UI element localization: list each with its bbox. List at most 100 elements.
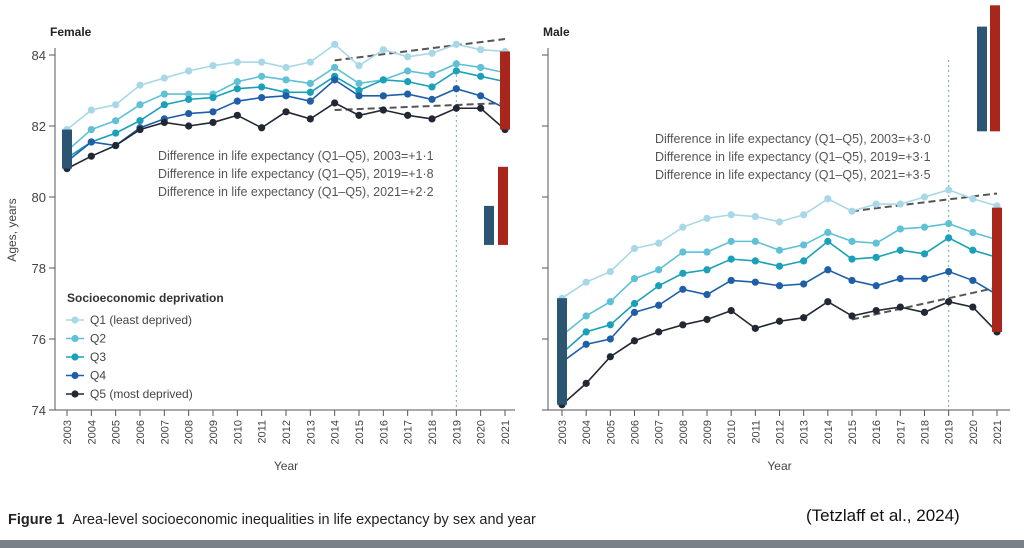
data-point-q4 [209,108,217,116]
data-point-q4 [282,92,290,100]
data-point-q5 [379,106,387,114]
y-tick-label: 80 [32,190,46,205]
data-point-q4 [703,291,711,299]
data-point-q4 [258,94,266,102]
data-point-q4 [87,138,95,146]
data-point-q4 [379,92,387,100]
x-tick-label: 2017 [895,420,907,444]
data-point-q3 [582,328,590,336]
data-point-q4 [630,308,639,316]
data-point-q1 [160,74,168,82]
data-point-q4 [606,335,614,343]
data-point-q5 [775,317,784,325]
legend-label: Q5 (most deprived) [90,387,193,401]
x-tick-label: 2019 [451,420,463,444]
data-point-q3 [306,88,314,96]
y-tick-label: 74 [32,403,46,418]
data-point-q2 [185,90,193,98]
data-point-q1 [209,62,217,70]
data-point-q1 [404,53,412,61]
data-point-q4 [969,276,977,285]
data-point-q3 [751,257,759,265]
x-tick-label: 2018 [920,420,932,444]
panel-title: Female [50,25,92,39]
data-point-q1 [379,46,387,54]
data-point-q1 [848,207,856,215]
x-tick-label: 2017 [403,420,415,444]
data-point-q1 [185,67,193,75]
data-point-q3 [404,78,412,86]
data-point-q1 [703,214,711,222]
data-point-q3 [969,246,977,254]
data-point-q2 [582,312,590,320]
legend-label: Q2 [90,332,106,346]
data-point-q2 [920,223,929,231]
data-point-q5 [896,303,904,311]
data-point-q3 [606,321,614,329]
x-tick-label: 2008 [678,420,690,444]
data-point-q5 [404,111,412,119]
difference-annotation: Difference in life expectancy (Q1–Q5), 2… [655,132,931,146]
data-point-q4 [751,278,759,286]
data-point-q2 [703,248,711,256]
data-point-q3 [679,269,687,277]
gap-bar-2003 [557,298,567,405]
data-point-q5 [331,99,339,107]
data-point-q1 [775,218,784,226]
data-point-q3 [258,83,266,91]
data-point-q2 [655,266,663,274]
y-tick-label: 76 [32,332,46,347]
figure-caption: Figure 1 Area-level socioeconomic inequal… [8,512,536,528]
legend-label: Q1 (least deprived) [90,313,192,327]
data-point-q3 [848,255,856,263]
data-point-q1 [282,63,290,72]
data-point-q2 [872,239,880,247]
data-point-q1 [969,195,977,203]
x-tick-label: 2015 [847,420,859,444]
data-point-q5 [945,298,953,306]
x-tick-label: 2019 [944,420,956,444]
y-tick-label: 78 [32,261,46,276]
data-point-q1 [679,223,687,231]
data-point-q1 [306,58,314,66]
x-tick-label: 2010 [726,420,738,444]
data-point-q1 [112,101,120,109]
gap-bar-2021 [500,51,510,130]
x-tick-label: 2009 [208,420,220,444]
data-point-q2 [679,248,687,256]
data-point-q5 [824,298,832,306]
caption-text: Area-level socioeconomic inequalities in… [72,512,536,528]
data-point-q1 [452,40,460,48]
data-point-q2 [848,237,856,245]
x-axis-label: Year [767,459,791,473]
data-point-q3 [160,101,168,109]
x-tick-label: 2006 [135,420,147,444]
data-point-q1 [630,244,639,253]
citation: (Tetzlaff et al., 2024) [806,506,960,525]
data-point-q2 [233,78,241,86]
data-point-q5 [452,104,460,112]
data-point-q4 [306,97,314,105]
x-tick-label: 2013 [799,420,811,444]
data-point-q3 [209,94,217,102]
data-point-q2 [160,90,168,98]
data-point-q2 [775,246,784,254]
data-point-q2 [751,237,759,245]
data-point-q2 [282,76,290,84]
data-point-q1 [824,195,832,203]
x-tick-label: 2016 [871,420,883,444]
legend-marker [71,390,79,398]
data-point-q3 [379,76,387,84]
data-point-q4 [848,276,856,285]
x-tick-label: 2006 [630,420,642,444]
x-tick-label: 2003 [62,420,74,444]
data-point-q4 [775,282,784,290]
data-point-q1 [920,193,929,201]
x-tick-label: 2004 [86,420,98,444]
data-point-q4 [824,266,832,274]
data-point-q1 [606,267,614,276]
x-tick-label: 2021 [992,420,1004,444]
data-point-q1 [582,278,590,286]
data-point-q5 [655,328,663,336]
